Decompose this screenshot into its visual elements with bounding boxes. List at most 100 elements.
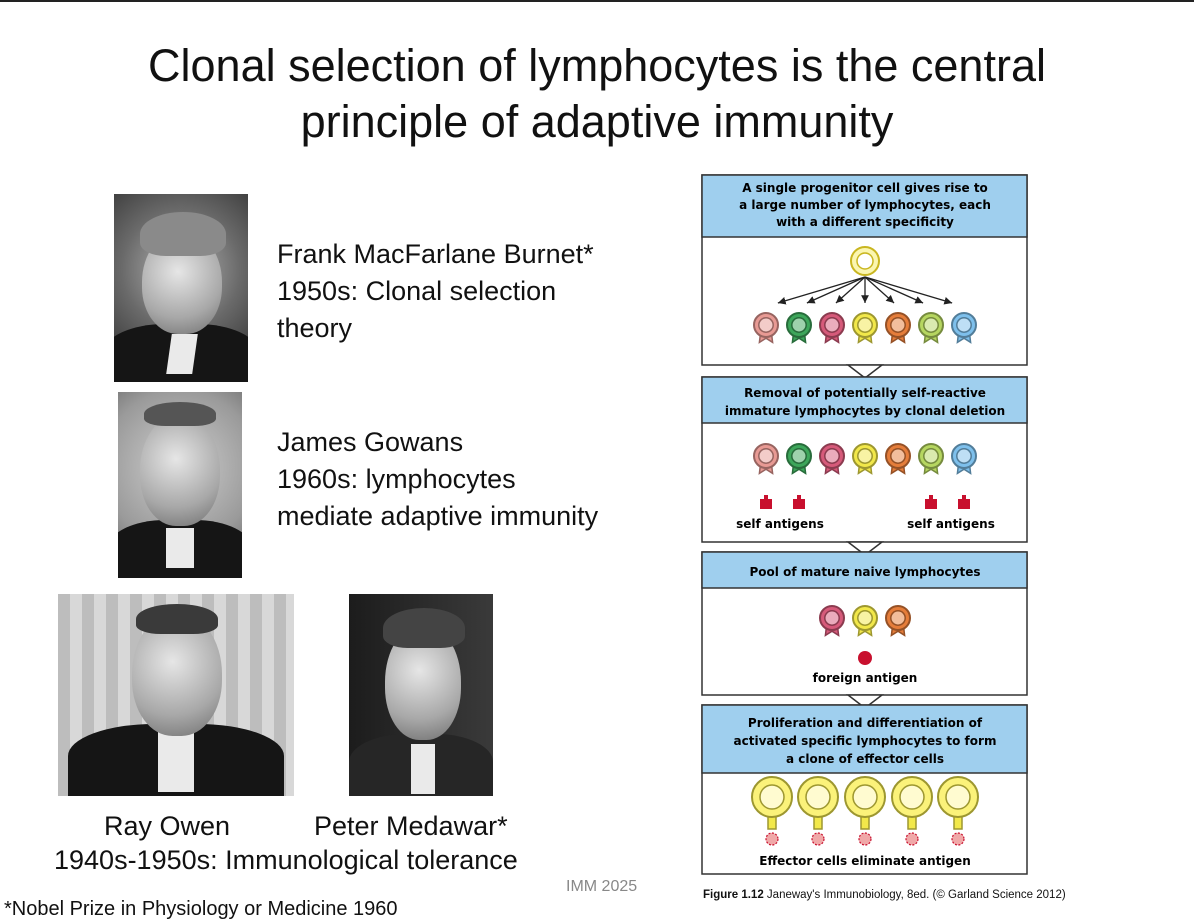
panel4-header-line1: Proliferation and differentiation of — [748, 716, 983, 730]
effector-cell-4 — [891, 776, 933, 846]
panel2-lymphocyte-3-nucleus — [824, 448, 840, 464]
panel4-header-line3: a clone of effector cells — [786, 752, 944, 766]
effector-nucleus-5 — [945, 784, 971, 810]
panel3-lymphocyte-1-nucleus — [824, 610, 840, 626]
panel2-lymphocyte-7 — [951, 443, 977, 475]
clonal-selection-figure: A single progenitor cell gives rise to a… — [701, 174, 1028, 875]
gowans-text: James Gowans 1960s: lymphocytes mediate … — [277, 424, 598, 535]
effector-nucleus-4 — [899, 784, 925, 810]
panel1-header — [701, 174, 1028, 238]
figure-caption-source: Janeway's Immunobiology, 8ed. (© Garland… — [766, 889, 1066, 901]
panel1-header-line1: A single progenitor cell gives rise to — [742, 181, 988, 195]
panel2-lymphocyte-2 — [786, 443, 812, 475]
panel-progenitor: A single progenitor cell gives rise to a… — [701, 174, 1028, 366]
panel3-header-line1: Pool of mature naive lymphocytes — [750, 565, 981, 579]
connector-arrow-1 — [845, 364, 885, 379]
panel1-lymphocyte-6 — [918, 312, 944, 344]
effector-cell-1 — [751, 776, 793, 846]
tolerance-caption: 1940s-1950s: Immunological tolerance — [54, 845, 518, 875]
panel1-lymphocyte-2 — [786, 312, 812, 344]
eliminated-antigen-5 — [951, 832, 965, 846]
self-antigen-3 — [925, 495, 937, 509]
progenitor-nucleus — [856, 252, 874, 270]
panel2-lymphocyte-2-nucleus — [791, 448, 807, 464]
panel2-lymphocyte-5-nucleus — [890, 448, 906, 464]
panel2-lymphocyte-6 — [918, 443, 944, 475]
panel1-lymphocyte-7-nucleus — [956, 317, 972, 333]
medawar-photo — [349, 594, 493, 796]
panel1-lymphocyte-7 — [951, 312, 977, 344]
effector-cell-2 — [797, 776, 839, 846]
burnet-line2: 1950s: Clonal selection — [277, 276, 557, 306]
panel1-lymphocyte-5 — [885, 312, 911, 344]
fan-arrow-7 — [864, 276, 953, 305]
effector-label: Effector cells eliminate antigen — [759, 854, 970, 868]
eliminated-antigen-3 — [858, 832, 872, 846]
burnet-text: Frank MacFarlane Burnet* 1950s: Clonal s… — [277, 236, 594, 347]
panel1-lymphocyte-5-nucleus — [890, 317, 906, 333]
burnet-photo — [114, 194, 248, 382]
gowans-line2: 1960s: lymphocytes — [277, 464, 516, 494]
effector-nucleus-1 — [759, 784, 785, 810]
effector-cells — [751, 776, 979, 846]
burnet-line3: theory — [277, 313, 353, 343]
panel1-header-line2: a large number of lymphocytes, each — [739, 198, 991, 212]
panel4-header — [701, 704, 1028, 774]
panel3-lymphocyte-3 — [885, 605, 911, 637]
panel2-lymphocyte-7-nucleus — [956, 448, 972, 464]
foreign-antigen-label: foreign antigen — [813, 671, 918, 685]
panel2-lymphocyte-6-nucleus — [923, 448, 939, 464]
slide-title: Clonal selection of lymphocytes is the c… — [0, 38, 1194, 150]
eliminated-antigen-4 — [905, 832, 919, 846]
panel2-lymphocyte-1 — [753, 443, 779, 475]
panel2-lymphocyte-3 — [819, 443, 845, 475]
connector-arrow-3 — [845, 694, 885, 709]
panel2-header-line2: immature lymphocytes by clonal deletion — [725, 404, 1005, 418]
panel2-lymphocyte-4 — [852, 443, 878, 475]
panel1-lymphocyte-4-nucleus — [857, 317, 873, 333]
owen-name: Ray Owen — [104, 811, 231, 841]
panel-naive-pool: Pool of mature naive lymphocytes foreign… — [701, 551, 1028, 696]
panel2-header — [701, 376, 1028, 424]
panel2-header-line1: Removal of potentially self-reactive — [744, 386, 986, 400]
top-border — [0, 0, 1194, 2]
fan-arrow-2 — [806, 276, 866, 304]
self-antigens-label-left: self antigens — [736, 517, 824, 531]
panel1-lymphocytes — [753, 312, 977, 344]
fan-arrow-6 — [864, 276, 924, 304]
effector-nucleus-2 — [805, 784, 831, 810]
panel3-lymphocyte-1 — [819, 605, 845, 637]
medawar-name: Peter Medawar* — [314, 811, 508, 841]
self-antigens-label-right: self antigens — [907, 517, 995, 531]
gowans-name: James Gowans — [277, 427, 464, 457]
panel1-lymphocyte-3-nucleus — [824, 317, 840, 333]
owen-photo — [58, 594, 294, 796]
panel2-lymphocyte-4-nucleus — [857, 448, 873, 464]
self-antigen-1 — [760, 495, 772, 509]
gowans-photo — [118, 392, 242, 578]
effector-cell-5 — [937, 776, 979, 846]
panel1-lymphocyte-6-nucleus — [923, 317, 939, 333]
panel1-lymphocyte-3 — [819, 312, 845, 344]
eliminated-antigen-1 — [765, 832, 779, 846]
title-line-2: principle of adaptive immunity — [300, 96, 894, 147]
panel3-header — [701, 551, 1028, 589]
fan-arrows — [777, 276, 953, 305]
panel2-lymphocytes — [753, 443, 977, 475]
panel1-lymphocyte-1-nucleus — [758, 317, 774, 333]
title-line-1: Clonal selection of lymphocytes is the c… — [148, 40, 1046, 91]
connector-arrow-2 — [845, 541, 885, 556]
figure-caption: Figure 1.12 Janeway's Immunobiology, 8ed… — [703, 889, 1066, 901]
foreign-antigen — [858, 651, 872, 665]
panel1-header-line3: with a different specificity — [776, 215, 954, 229]
panel-effector-clone: Proliferation and differentiation of act… — [701, 704, 1028, 875]
effector-cell-3 — [844, 776, 886, 846]
panel1-lymphocyte-4 — [852, 312, 878, 344]
panel3-lymphocyte-2-nucleus — [857, 610, 873, 626]
eliminated-antigen-2 — [811, 832, 825, 846]
panel3-lymphocyte-3-nucleus — [890, 610, 906, 626]
panel1-lymphocyte-1 — [753, 312, 779, 344]
figure-caption-number: Figure 1.12 — [703, 889, 764, 901]
panel3-lymphocytes — [819, 605, 911, 637]
nobel-footnote: *Nobel Prize in Physiology or Medicine 1… — [4, 898, 398, 920]
